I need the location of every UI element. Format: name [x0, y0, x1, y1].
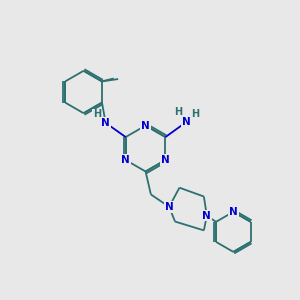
Text: N: N: [161, 155, 170, 165]
Text: H: H: [93, 109, 101, 119]
Text: N: N: [141, 121, 150, 130]
Text: N: N: [202, 211, 211, 221]
Text: N: N: [182, 117, 191, 127]
Text: N: N: [121, 155, 130, 165]
Text: H: H: [191, 110, 200, 119]
Text: H: H: [174, 107, 182, 117]
Text: N: N: [101, 118, 110, 128]
Text: N: N: [165, 202, 173, 212]
Text: N: N: [229, 207, 238, 217]
